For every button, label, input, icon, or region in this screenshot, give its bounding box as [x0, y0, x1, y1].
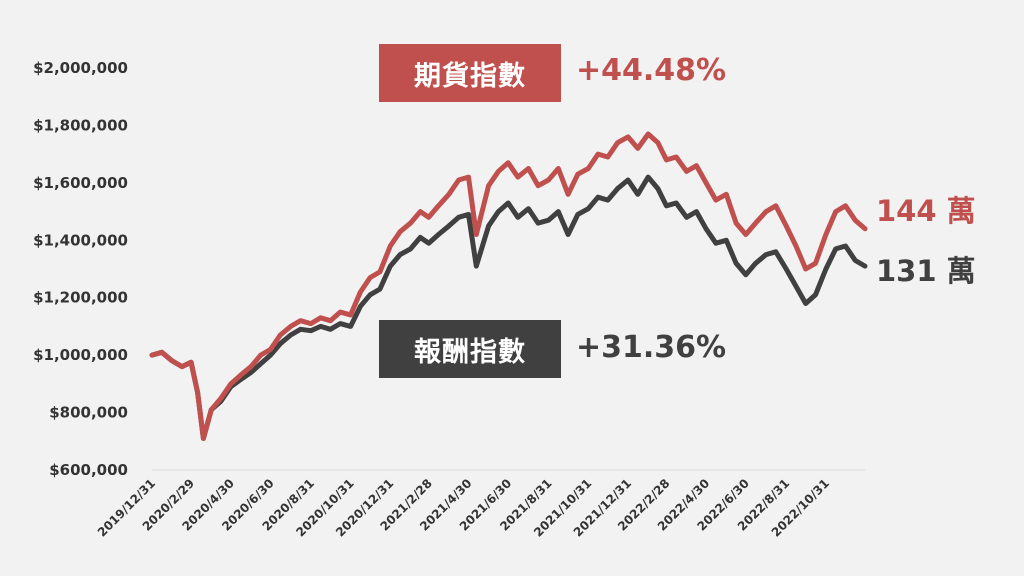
y-tick-label: $1,000,000: [33, 346, 128, 364]
returns-end-value: 131 萬: [876, 254, 976, 288]
y-tick-label: $800,000: [49, 404, 128, 422]
x-axis: 2019/12/312020/2/292020/4/302020/6/30202…: [95, 476, 832, 539]
y-axis: $600,000 $800,000 $1,000,000 $1,200,000 $1,4…: [33, 59, 128, 479]
y-tick-label: $600,000: [49, 461, 128, 479]
series-group: [149, 131, 868, 441]
returns-index-badge: 報酬指數: [379, 320, 561, 378]
series-line-returns-index: [149, 174, 868, 441]
futures-index-return: +44.48%: [576, 53, 727, 88]
returns-index-return: +31.36%: [576, 330, 727, 365]
y-tick-label: $2,000,000: [33, 59, 128, 77]
futures-end-value: 144 萬: [876, 194, 976, 228]
y-tick-label: $1,800,000: [33, 116, 128, 134]
y-tick-label: $1,600,000: [33, 174, 128, 192]
series-line-futures-index: [149, 131, 868, 441]
futures-index-badge: 期貨指數: [379, 44, 561, 102]
y-tick-label: $1,200,000: [33, 289, 128, 307]
y-tick-label: $1,400,000: [33, 231, 128, 249]
